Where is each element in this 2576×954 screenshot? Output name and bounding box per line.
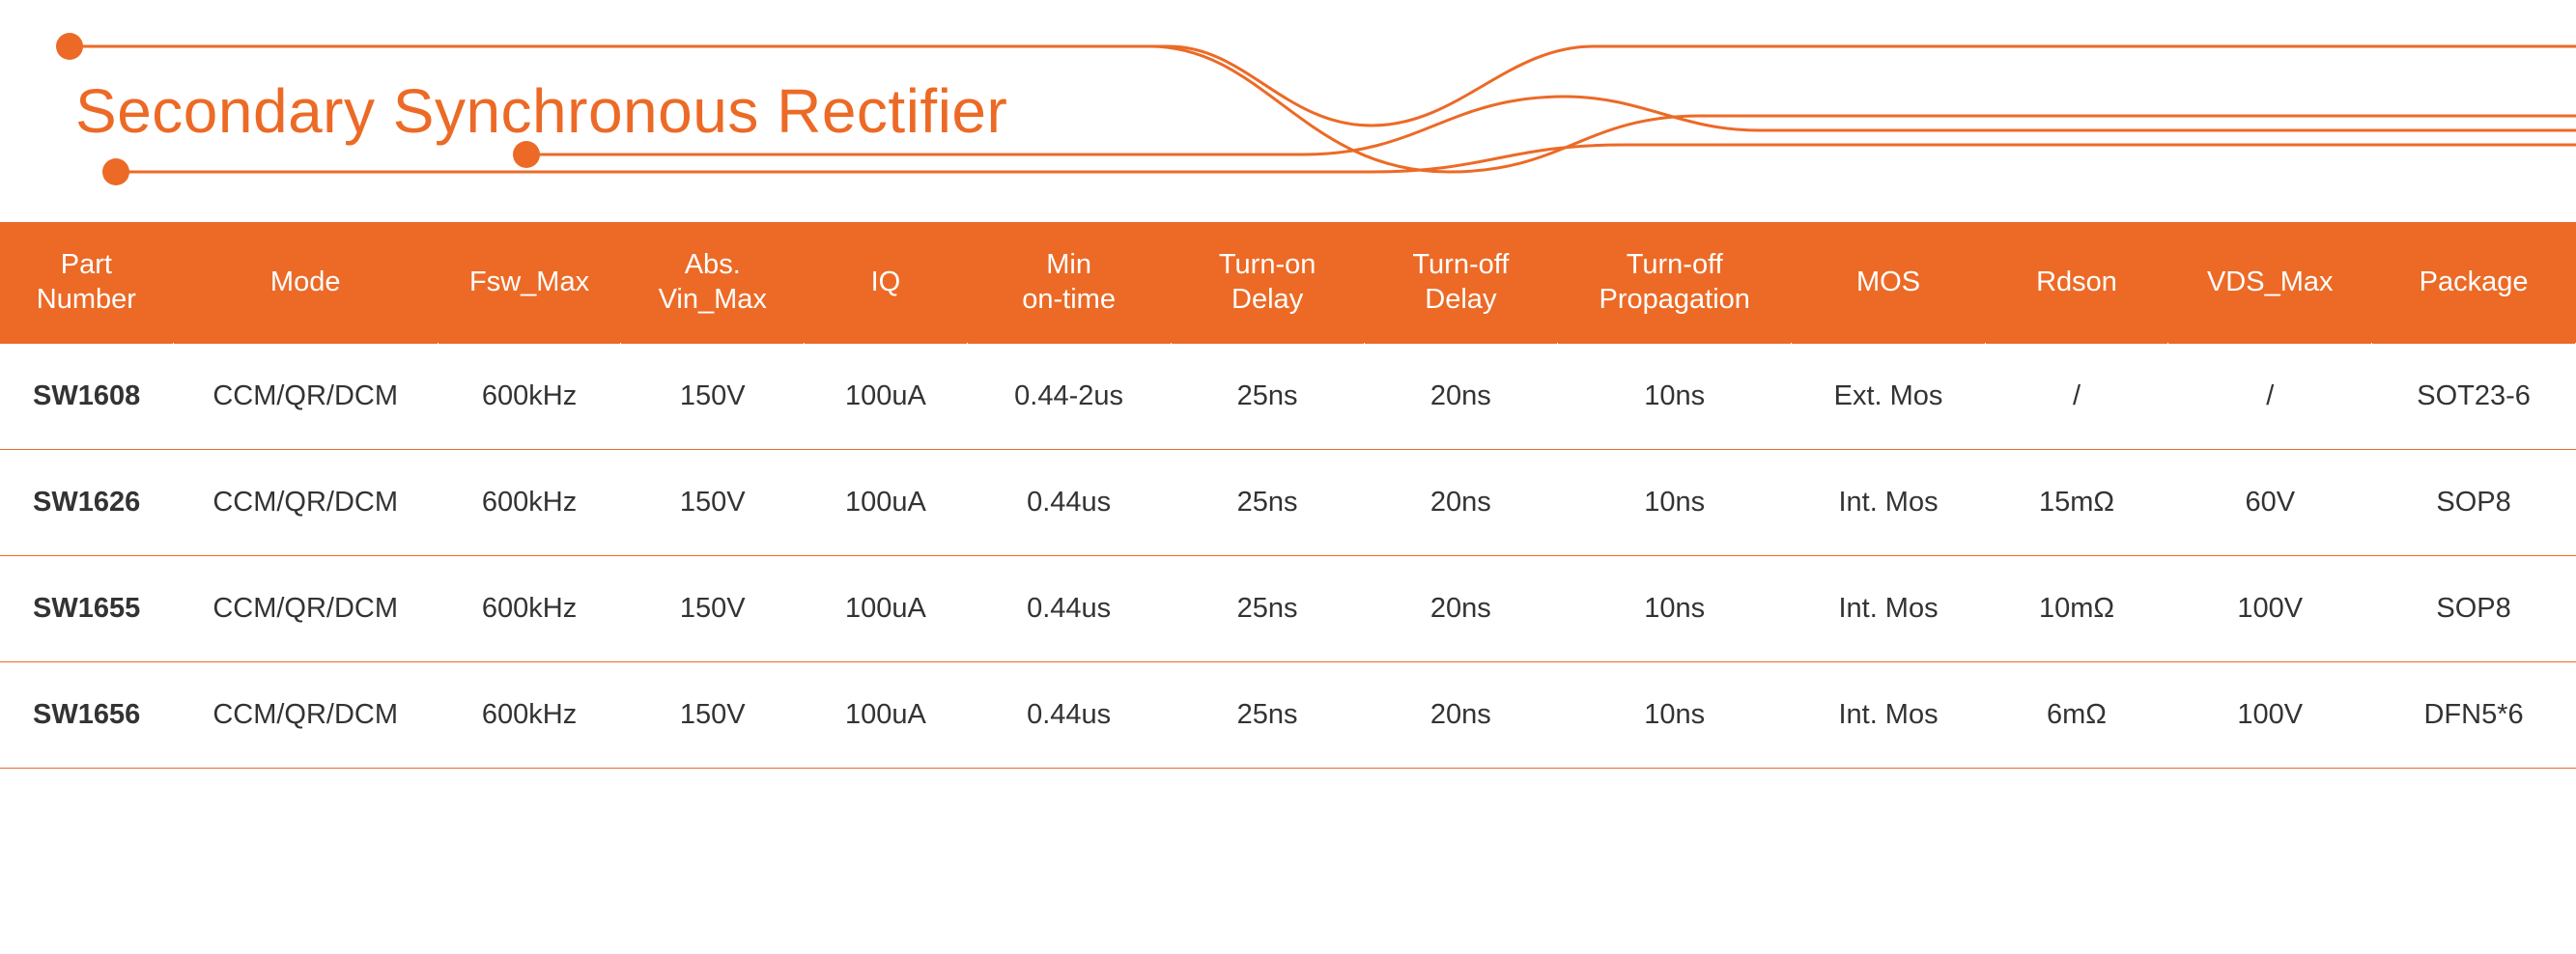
- table-cell: 0.44us: [967, 555, 1171, 661]
- table-cell: 600kHz: [438, 343, 621, 449]
- table-cell: 100uA: [805, 555, 968, 661]
- table-cell: 20ns: [1364, 449, 1557, 555]
- table-cell: 100V: [2168, 661, 2372, 768]
- col-header: Rdson: [1985, 222, 2168, 343]
- table-row: SW1655CCM/QR/DCM600kHz150V100uA0.44us25n…: [0, 555, 2576, 661]
- col-header: Abs.Vin_Max: [621, 222, 805, 343]
- table-cell: Int. Mos: [1792, 555, 1985, 661]
- table-cell: 100uA: [805, 449, 968, 555]
- table-cell: 100uA: [805, 661, 968, 768]
- col-header: Package: [2372, 222, 2576, 343]
- page-title: Secondary Synchronous Rectifier: [75, 75, 1007, 147]
- col-header: Mode: [173, 222, 438, 343]
- table-cell: SOP8: [2372, 555, 2576, 661]
- table-cell: 25ns: [1171, 661, 1364, 768]
- col-header: Turn-offDelay: [1364, 222, 1557, 343]
- table-cell: 0.44us: [967, 661, 1171, 768]
- table-cell: CCM/QR/DCM: [173, 343, 438, 449]
- table-cell: 20ns: [1364, 661, 1557, 768]
- table-cell: 150V: [621, 661, 805, 768]
- table-cell: CCM/QR/DCM: [173, 449, 438, 555]
- table-cell: 20ns: [1364, 343, 1557, 449]
- header-decor: Secondary Synchronous Rectifier: [0, 0, 2576, 222]
- col-header: IQ: [805, 222, 968, 343]
- col-header: Turn-onDelay: [1171, 222, 1364, 343]
- table-cell: 150V: [621, 555, 805, 661]
- table-body: SW1608CCM/QR/DCM600kHz150V100uA0.44-2us2…: [0, 343, 2576, 768]
- table-cell: CCM/QR/DCM: [173, 555, 438, 661]
- decor-dot: [56, 33, 83, 60]
- table-cell: 25ns: [1171, 343, 1364, 449]
- table-cell: 600kHz: [438, 661, 621, 768]
- table-cell: 25ns: [1171, 555, 1364, 661]
- table-row: SW1608CCM/QR/DCM600kHz150V100uA0.44-2us2…: [0, 343, 2576, 449]
- table-cell: 10ns: [1558, 661, 1792, 768]
- col-header: Fsw_Max: [438, 222, 621, 343]
- part-number-cell: SW1608: [0, 343, 173, 449]
- decor-line: [116, 145, 2576, 172]
- table-cell: 100uA: [805, 343, 968, 449]
- table-cell: DFN5*6: [2372, 661, 2576, 768]
- table-cell: 25ns: [1171, 449, 1364, 555]
- spec-table: PartNumberModeFsw_MaxAbs.Vin_MaxIQMinon-…: [0, 222, 2576, 769]
- table-head: PartNumberModeFsw_MaxAbs.Vin_MaxIQMinon-…: [0, 222, 2576, 343]
- table-cell: Int. Mos: [1792, 449, 1985, 555]
- col-header: MOS: [1792, 222, 1985, 343]
- table-cell: 15mΩ: [1985, 449, 2168, 555]
- table-cell: 600kHz: [438, 449, 621, 555]
- col-header: Turn-offPropagation: [1558, 222, 1792, 343]
- table-cell: 10mΩ: [1985, 555, 2168, 661]
- table-cell: Ext. Mos: [1792, 343, 1985, 449]
- table-cell: Int. Mos: [1792, 661, 1985, 768]
- part-number-cell: SW1656: [0, 661, 173, 768]
- table-cell: SOT23-6: [2372, 343, 2576, 449]
- col-header: PartNumber: [0, 222, 173, 343]
- table-cell: 6mΩ: [1985, 661, 2168, 768]
- table-cell: /: [1985, 343, 2168, 449]
- table-cell: 10ns: [1558, 343, 1792, 449]
- table-cell: 600kHz: [438, 555, 621, 661]
- table-cell: 0.44-2us: [967, 343, 1171, 449]
- table-cell: CCM/QR/DCM: [173, 661, 438, 768]
- table-row: SW1626CCM/QR/DCM600kHz150V100uA0.44us25n…: [0, 449, 2576, 555]
- col-header: VDS_Max: [2168, 222, 2372, 343]
- table-cell: 10ns: [1558, 449, 1792, 555]
- table-cell: 10ns: [1558, 555, 1792, 661]
- part-number-cell: SW1626: [0, 449, 173, 555]
- table-cell: 150V: [621, 343, 805, 449]
- part-number-cell: SW1655: [0, 555, 173, 661]
- table-cell: /: [2168, 343, 2372, 449]
- col-header: Minon-time: [967, 222, 1171, 343]
- table-cell: SOP8: [2372, 449, 2576, 555]
- table-cell: 60V: [2168, 449, 2372, 555]
- table-cell: 150V: [621, 449, 805, 555]
- table-cell: 100V: [2168, 555, 2372, 661]
- table-cell: 0.44us: [967, 449, 1171, 555]
- table-cell: 20ns: [1364, 555, 1557, 661]
- table-row: SW1656CCM/QR/DCM600kHz150V100uA0.44us25n…: [0, 661, 2576, 768]
- decor-dot: [102, 158, 129, 185]
